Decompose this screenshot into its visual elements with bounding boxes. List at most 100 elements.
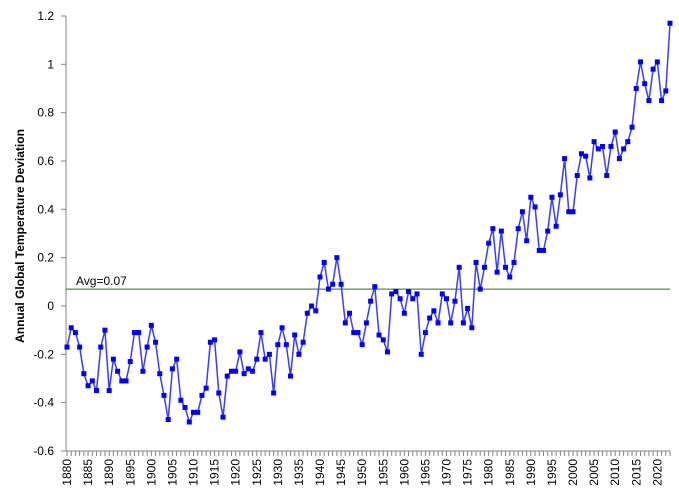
data-point-1969	[439, 291, 445, 297]
x-tick-label: 1940	[313, 459, 327, 486]
data-point-1987	[515, 226, 521, 232]
data-point-1985	[507, 274, 513, 280]
data-point-2002	[578, 151, 584, 157]
data-point-2007	[600, 144, 606, 149]
data-point-1952	[368, 298, 374, 304]
data-point-1891	[110, 356, 116, 362]
data-point-1908	[182, 405, 188, 410]
y-tick-label: -0.2	[33, 347, 54, 361]
data-point-1955	[380, 337, 386, 343]
data-point-1902	[157, 371, 163, 377]
data-point-1954	[376, 332, 382, 338]
data-point-1968	[435, 320, 441, 326]
data-point-1957	[389, 291, 395, 297]
data-point-1990	[528, 194, 534, 200]
data-point-1911	[195, 409, 201, 415]
data-point-1976	[469, 325, 475, 331]
data-point-1984	[503, 264, 509, 270]
data-point-2005	[591, 139, 597, 145]
data-point-1929	[271, 390, 277, 396]
data-point-1893	[119, 378, 125, 384]
x-tick-label: 1930	[271, 459, 285, 486]
data-point-1915	[212, 337, 218, 343]
data-point-2018	[646, 98, 652, 104]
y-tick-label: 0.8	[37, 106, 54, 120]
data-point-2017	[642, 81, 648, 87]
x-tick-label: 2000	[566, 459, 580, 486]
data-point-1905	[169, 366, 175, 372]
data-point-1971	[448, 320, 454, 326]
data-point-1900	[148, 322, 154, 328]
data-point-1901	[153, 339, 159, 345]
data-point-1886	[89, 378, 95, 384]
x-tick-label: 1935	[292, 459, 306, 486]
data-point-1997	[557, 192, 563, 198]
data-point-1919	[228, 368, 234, 374]
data-point-1966	[427, 315, 433, 321]
data-point-1888	[98, 344, 104, 350]
data-point-2010	[612, 129, 618, 135]
data-point-1880	[64, 344, 70, 350]
data-point-1977	[473, 260, 479, 265]
data-point-1903	[161, 392, 167, 398]
data-point-1922	[241, 371, 247, 377]
data-point-1994	[545, 228, 551, 234]
data-point-1972	[452, 298, 458, 304]
data-point-1894	[123, 378, 129, 384]
data-point-1933	[287, 373, 293, 379]
data-point-1924	[250, 368, 256, 374]
data-point-1947	[347, 310, 353, 316]
data-point-2016	[637, 59, 643, 65]
data-point-1973	[456, 264, 462, 270]
x-tick-label: 2015	[629, 459, 643, 486]
average-label: Avg=0.07	[76, 274, 127, 288]
data-point-2000	[570, 209, 576, 215]
data-point-1909	[186, 419, 192, 425]
data-point-1945	[338, 281, 344, 287]
data-point-1956	[384, 349, 390, 355]
data-point-1948	[351, 330, 357, 336]
data-point-2021	[659, 98, 665, 104]
data-point-1890	[106, 388, 112, 394]
data-point-1923	[245, 366, 251, 372]
data-point-1935	[296, 351, 302, 357]
data-point-1913	[203, 385, 209, 391]
data-point-1912	[199, 392, 205, 398]
data-point-1910	[191, 409, 197, 415]
x-tick-label: 1965	[418, 459, 432, 486]
data-point-2022	[663, 88, 669, 94]
data-point-1937	[304, 310, 310, 316]
data-point-1928	[266, 351, 272, 357]
data-point-1883	[77, 344, 83, 350]
data-point-1979	[481, 264, 487, 270]
data-point-1938	[309, 303, 315, 309]
data-point-1981	[490, 226, 496, 232]
data-point-1939	[313, 308, 319, 314]
data-point-1940	[317, 274, 323, 280]
data-point-1982	[494, 269, 500, 275]
data-point-1907	[178, 397, 184, 403]
data-point-1930	[275, 342, 281, 348]
x-tick-label: 1980	[482, 459, 496, 486]
data-point-2019	[650, 66, 656, 72]
x-tick-label: 1890	[102, 459, 116, 486]
data-point-1959	[397, 296, 403, 302]
data-point-1932	[283, 342, 289, 348]
data-point-2013	[625, 139, 631, 145]
x-tick-label: 1915	[208, 459, 222, 486]
data-point-1983	[498, 228, 504, 234]
data-point-1916	[216, 390, 222, 396]
x-tick-label: 1885	[81, 459, 95, 486]
x-tick-label: 1910	[187, 459, 201, 486]
data-point-1895	[127, 359, 133, 365]
data-point-1993	[540, 247, 546, 253]
data-point-2008	[604, 173, 610, 178]
data-point-1962	[410, 296, 416, 302]
data-point-1921	[237, 349, 243, 355]
data-point-1995	[549, 194, 555, 200]
y-tick-label: 1.2	[37, 9, 54, 23]
data-point-1934	[292, 332, 298, 338]
data-point-1899	[144, 344, 150, 350]
x-tick-label: 1995	[545, 459, 559, 486]
